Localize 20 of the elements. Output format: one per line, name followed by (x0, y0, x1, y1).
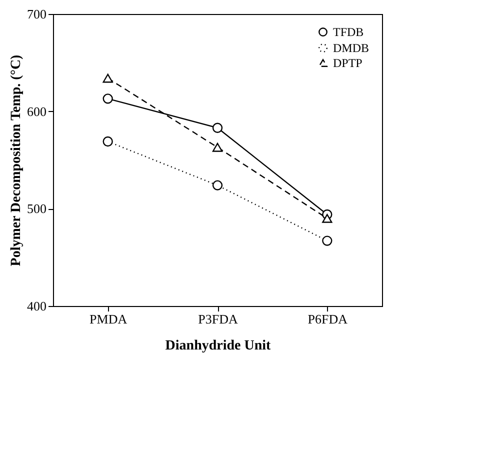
legend-label: TFDB (333, 25, 364, 39)
point (322, 236, 332, 246)
point (212, 142, 223, 152)
y-tick-label: 400 (27, 298, 46, 314)
point (102, 94, 113, 104)
legend-label: DMDB (333, 41, 370, 55)
x-tick-label: PMDA (90, 312, 128, 326)
point (102, 74, 113, 83)
x-tick-label: P6FDA (308, 312, 348, 326)
y-tick-label: 600 (27, 104, 46, 119)
y-axis-title: Polymer Decomposition Temp. (°C) (9, 54, 24, 266)
point (102, 136, 113, 147)
point (212, 180, 223, 190)
x-axis-title: Dianhydride Unit (165, 338, 272, 354)
legend-label: DPTP (333, 56, 363, 70)
x-tick-label: P3FDA (198, 312, 238, 326)
y-tick-label: 700 (27, 6, 46, 22)
y-tick-label: 500 (27, 201, 46, 216)
point (322, 214, 332, 223)
point (212, 122, 223, 133)
